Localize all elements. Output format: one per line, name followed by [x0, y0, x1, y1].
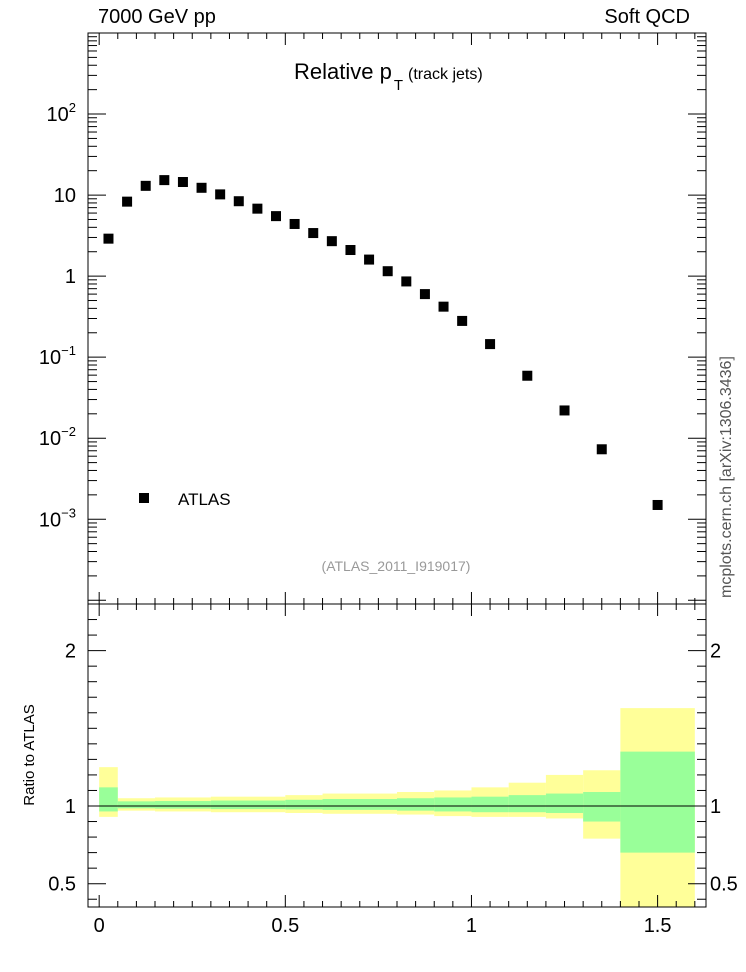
data-point — [103, 233, 114, 244]
y-tick-label-lower-right: 1 — [710, 796, 721, 818]
band-stat-bin-2 — [155, 801, 211, 809]
data-point — [196, 182, 207, 193]
y-axis-label-ratio: Ratio to ATLAS — [21, 704, 38, 805]
data-point — [122, 196, 133, 207]
legend-label: ATLAS — [178, 490, 231, 509]
band-stat-bin-3 — [210, 800, 286, 810]
y-tick-label-lower-right: 2 — [710, 641, 721, 663]
data-point — [233, 196, 244, 207]
data-point — [559, 405, 570, 416]
data-point — [159, 175, 170, 186]
band-stat-bin-1 — [117, 801, 156, 809]
header-category-label: Soft QCD — [604, 6, 690, 28]
data-point — [140, 180, 151, 191]
x-tick-label: 0 — [94, 915, 105, 937]
y-tick-label-lower-left: 1 — [65, 796, 76, 818]
data-point — [289, 218, 300, 229]
data-point — [308, 228, 319, 239]
y-tick-label-lower-right: 0.5 — [710, 874, 738, 896]
y-tick-label-upper: 10−3 — [39, 505, 76, 531]
y-tick-label-upper: 1 — [65, 266, 76, 288]
y-tick-label-lower-left: 0.5 — [48, 874, 76, 896]
band-stat-bin-12 — [620, 751, 695, 853]
data-point — [252, 203, 263, 214]
band-stat-bin-6 — [397, 798, 435, 811]
band-stat-bin-9 — [508, 795, 546, 813]
y-tick-label-upper: 10−1 — [39, 343, 76, 369]
band-stat-bin-4 — [285, 799, 323, 810]
data-points — [103, 175, 663, 510]
ratio-bands — [99, 708, 695, 907]
band-stat-bin-7 — [434, 797, 472, 812]
x-tick-label: 0.5 — [271, 915, 299, 937]
data-point — [345, 245, 356, 256]
x-tick-label: 1.5 — [644, 915, 672, 937]
band-stat-bin-10 — [545, 793, 584, 813]
data-point — [271, 211, 282, 222]
upper-plot-frame — [87, 32, 707, 605]
y-tick-label-lower-left: 2 — [65, 641, 76, 663]
y-tick-label-upper: 10 — [54, 185, 76, 207]
y-tick-label-upper: 10−2 — [39, 424, 76, 450]
analysis-annotation: (ATLAS_2011_I919017) — [322, 558, 471, 574]
data-point — [652, 499, 663, 510]
data-point — [522, 370, 533, 381]
data-point — [382, 266, 393, 277]
data-point — [177, 177, 188, 188]
data-point — [438, 301, 449, 312]
band-stat-bin-5 — [322, 799, 397, 810]
data-point — [364, 254, 375, 265]
data-point — [215, 189, 226, 200]
y-tick-label-upper: 102 — [47, 100, 76, 126]
data-point — [596, 444, 607, 455]
legend-marker — [139, 493, 149, 503]
data-point — [485, 339, 496, 350]
chart-title: Relative pT(track jets) — [294, 59, 483, 94]
data-point — [419, 289, 430, 300]
data-point — [457, 315, 468, 326]
band-stat-bin-0 — [99, 787, 118, 812]
lower-plot-frame — [87, 603, 707, 908]
band-stat-bin-8 — [471, 796, 509, 813]
data-point — [326, 236, 337, 247]
data-point — [401, 276, 412, 287]
band-stat-bin-11 — [583, 792, 621, 822]
x-tick-label: 1 — [466, 915, 477, 937]
header-energy-label: 7000 GeV pp — [98, 6, 216, 28]
source-label: mcplots.cern.ch [arXiv:1306.3436] — [718, 356, 735, 598]
